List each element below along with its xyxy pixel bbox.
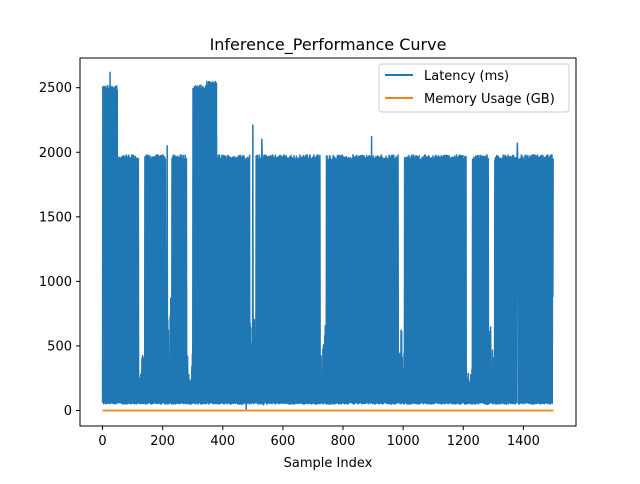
y-tick-label: 2000 <box>39 146 72 161</box>
x-tick-label: 1000 <box>387 434 420 449</box>
chart-title: Inference_Performance Curve <box>210 35 447 55</box>
x-tick-label: 800 <box>331 434 356 449</box>
y-tick-label: 1000 <box>39 275 72 290</box>
x-tick-label: 200 <box>150 434 175 449</box>
series-line-latency <box>101 71 554 410</box>
x-tick-label: 400 <box>210 434 235 449</box>
legend-label-latency: Latency (ms) <box>424 69 509 84</box>
x-axis-label: Sample Index <box>284 456 373 471</box>
x-tick-label: 1400 <box>507 434 540 449</box>
legend-label-memory: Memory Usage (GB) <box>424 92 555 107</box>
y-tick-label: 500 <box>47 339 72 354</box>
x-axis: 0 200 400 600 800 1000 1200 1400 <box>98 426 540 449</box>
legend: Latency (ms) Memory Usage (GB) <box>378 63 570 113</box>
legend-box <box>378 63 570 113</box>
y-tick-label: 1500 <box>39 210 72 225</box>
plot-area <box>101 71 554 412</box>
x-tick-label: 1200 <box>447 434 480 449</box>
y-axis: 0 500 1000 1500 2000 2500 <box>39 81 80 419</box>
x-tick-label: 600 <box>270 434 295 449</box>
y-tick-label: 2500 <box>39 81 72 96</box>
y-tick-label: 0 <box>64 404 72 419</box>
plot-frame <box>79 57 577 427</box>
x-tick-label: 0 <box>98 434 106 449</box>
